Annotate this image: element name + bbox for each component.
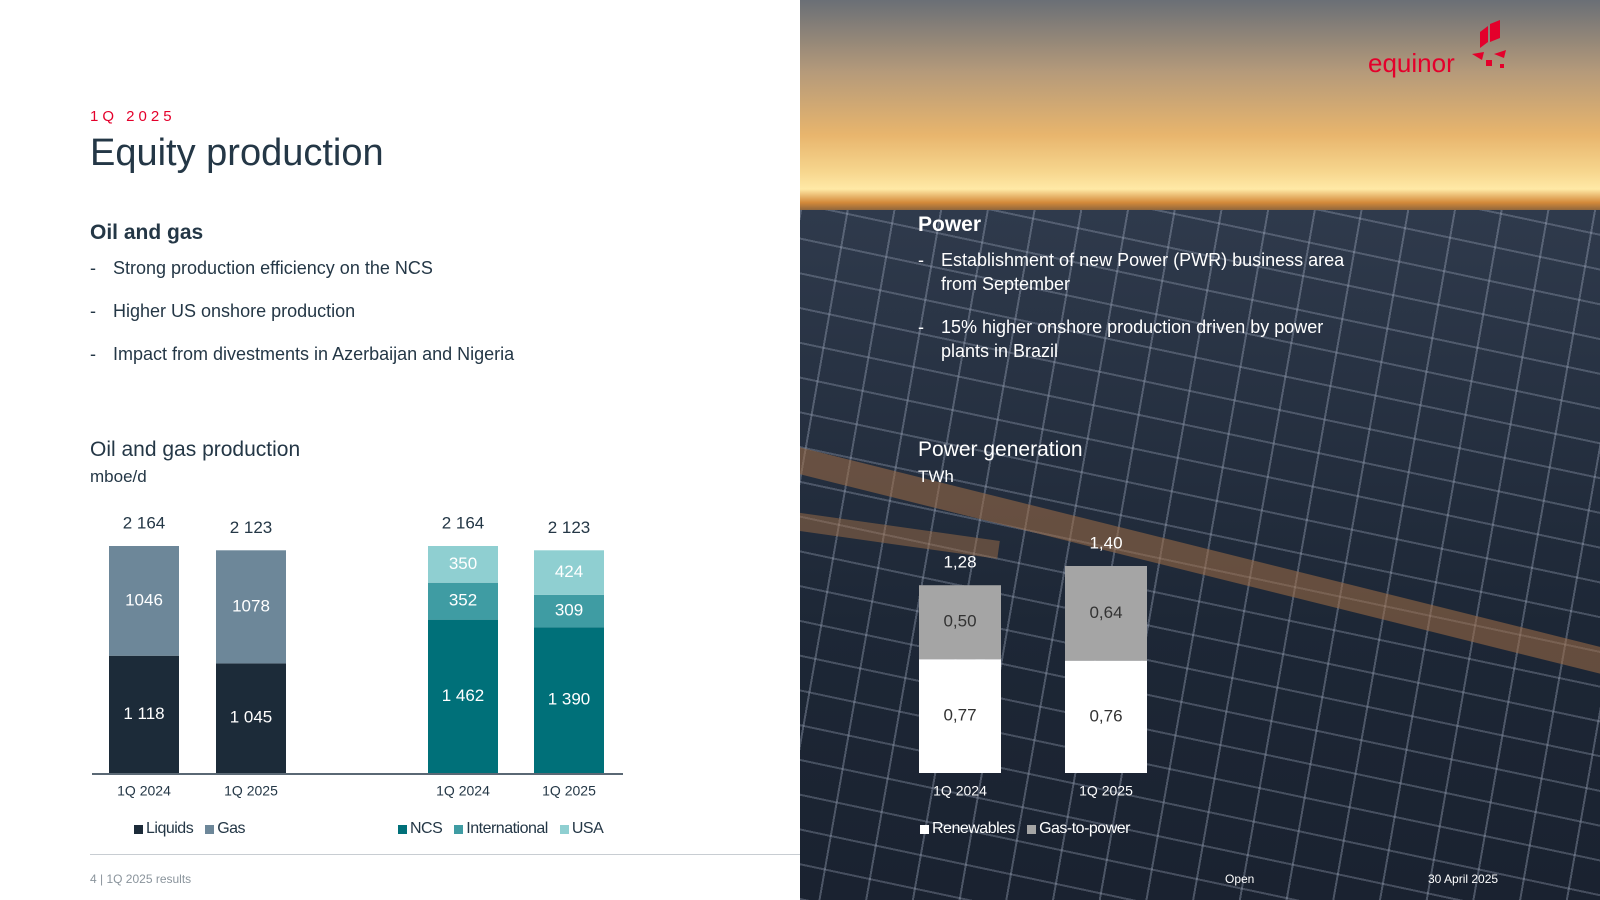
legend-item-ncs: NCS: [398, 820, 443, 838]
data-label-gas-2: 1078: [232, 596, 270, 615]
oil-chart-title: Oil and gas production: [90, 438, 301, 461]
logo-star-piece-2: [1490, 20, 1500, 42]
bar-usa-2: [534, 550, 604, 595]
oil-chart-unit: mboe/d: [90, 467, 147, 486]
page-title: Equity production: [90, 132, 384, 174]
legend-swatch-gas: [205, 824, 215, 834]
bar-gas-to-power-1: [919, 585, 1001, 660]
data-label-renewables-2: 0,76: [1089, 706, 1122, 725]
data-label-usa-1: 350: [449, 554, 477, 573]
power-chart-unit: TWh: [918, 467, 954, 486]
power-bullet-1: - Establishment of new Power (PWR) busine…: [918, 250, 1345, 294]
bar-gas-to-power-2: [1065, 566, 1147, 661]
total-label-3-1: 1,28: [943, 553, 976, 572]
legend-item-liquids: Liquids: [134, 820, 194, 838]
solar-photo-background: [800, 0, 1600, 900]
bar-liquids-2: [216, 663, 286, 773]
footer-divider: [90, 854, 800, 855]
oil-gas-heading: Oil and gas: [90, 221, 204, 244]
data-label-renewables-1: 0,77: [943, 706, 976, 725]
data-label-gas-to-power-1: 0,50: [943, 612, 976, 631]
power-chart-title: Power generation: [918, 438, 1083, 461]
bar-usa-1: [428, 546, 498, 583]
bar-ncs-1: [428, 619, 498, 773]
legend-item-usa: USA: [559, 820, 604, 838]
legend-liquids-gas: Liquids Gas: [134, 820, 257, 838]
data-label-usa-2: 424: [555, 562, 583, 581]
bar-renewables-1: [919, 659, 1001, 773]
bar-renewables-2: [1065, 660, 1147, 773]
total-label-2-1: 2 164: [442, 513, 485, 532]
data-label-ncs-2: 1 390: [548, 690, 591, 709]
category-label-2-1: 1Q 2024: [436, 783, 490, 799]
data-label-international-1: 352: [449, 591, 477, 610]
logo-star-piece-4: [1494, 50, 1506, 58]
category-label-3-2: 1Q 2025: [1079, 783, 1133, 799]
logo-star-piece-5: [1486, 60, 1492, 66]
section-kicker: 1Q 2025: [90, 108, 176, 125]
data-label-gas-to-power-2: 0,64: [1089, 603, 1122, 622]
bar-gas-2: [216, 550, 286, 664]
logo-wordmark: equinor: [1368, 48, 1455, 78]
data-label-liquids-2: 1 045: [230, 708, 273, 727]
equinor-logo: equinor: [1368, 20, 1506, 78]
data-label-international-2: 309: [555, 600, 583, 619]
data-label-ncs-1: 1 462: [442, 686, 485, 705]
category-label-2-2: 1Q 2025: [542, 783, 596, 799]
legend-swatch-liquids: [134, 824, 143, 834]
total-label-2-2: 2 123: [548, 518, 591, 537]
oil-gas-bullet-2: - Higher US onshore production: [90, 301, 356, 321]
total-label-3-2: 1,40: [1089, 533, 1122, 552]
oil-gas-bullet-3: - Impact from divestments in Azerbaijan a…: [90, 344, 515, 364]
legend-swatch-renewables: [920, 824, 929, 834]
data-label-liquids-1: 1 118: [123, 704, 164, 723]
legend-ncs-intl-usa: NCS International USA: [398, 820, 615, 838]
power-bullet-2: -15% higher onshore production driven by…: [918, 317, 1324, 361]
legend-item-renewables: Renewables: [920, 820, 1016, 838]
bar-international-2: [534, 594, 604, 628]
logo-star-piece-6: [1500, 64, 1504, 68]
bar-gas-1: [109, 546, 179, 656]
legend-swatch-gas-to-power: [1027, 824, 1037, 834]
footer-date: 30 April 2025: [1428, 872, 1499, 886]
category-label-1-2: 1Q 2025: [224, 783, 278, 799]
category-label-3-1: 1Q 2024: [933, 783, 987, 799]
bar-liquids-1: [109, 655, 179, 773]
bar-ncs-2: [534, 627, 604, 773]
legend-item-gas-to-power: Gas-to-power: [1027, 820, 1130, 838]
power-heading: Power: [918, 213, 982, 236]
footer-classification: Open: [1225, 872, 1255, 886]
bar-international-1: [428, 582, 498, 620]
legend-swatch-international: [454, 824, 464, 834]
legend-item-international: International: [454, 820, 548, 838]
legend-swatch-usa: [559, 824, 569, 834]
total-label-1-1: 2 164: [123, 513, 166, 532]
footer-page-label: 4 | 1Q 2025 results: [90, 872, 192, 886]
total-label-1-2: 2 123: [230, 518, 273, 537]
legend-swatch-ncs: [398, 824, 407, 834]
logo-star-piece-3: [1472, 52, 1484, 60]
legend-item-gas: Gas: [205, 820, 246, 838]
legend-power: Renewables Gas-to-power: [920, 820, 1142, 838]
category-label-1-1: 1Q 2024: [117, 783, 171, 799]
data-label-gas-1: 1046: [125, 590, 163, 609]
logo-star-piece-1: [1480, 26, 1488, 48]
oil-gas-bullet-1: - Strong production efficiency on the NCS: [90, 258, 433, 278]
